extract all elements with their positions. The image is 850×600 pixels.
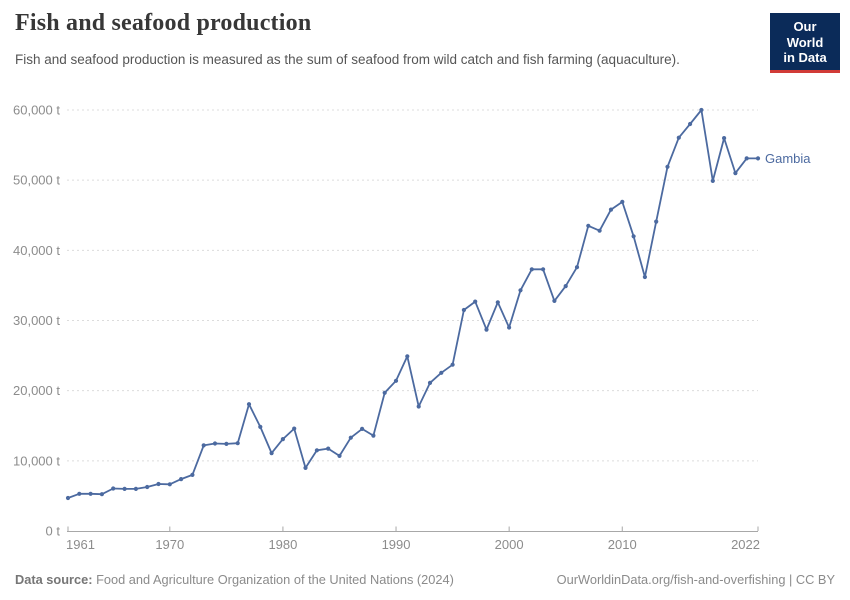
owid-logo: Our World in Data bbox=[770, 13, 840, 73]
data-point-marker[interactable] bbox=[597, 228, 602, 233]
data-point-marker[interactable] bbox=[473, 299, 478, 304]
data-point-marker[interactable] bbox=[518, 288, 523, 293]
data-point-marker[interactable] bbox=[586, 223, 591, 228]
data-point-marker[interactable] bbox=[371, 433, 376, 438]
data-point-marker[interactable] bbox=[631, 234, 636, 239]
data-point-marker[interactable] bbox=[620, 199, 625, 204]
x-tick-label: 1990 bbox=[382, 537, 411, 552]
data-point-marker[interactable] bbox=[722, 136, 727, 141]
y-tick-label: 30,000 t bbox=[13, 313, 60, 328]
data-point-marker[interactable] bbox=[755, 156, 761, 161]
x-tick-label: 2000 bbox=[495, 537, 524, 552]
data-point-marker[interactable] bbox=[733, 171, 738, 176]
y-tick-label: 40,000 t bbox=[13, 243, 60, 258]
x-axis-labels: 1961 1970 1980 1990 2000 2010 2022 bbox=[66, 537, 760, 552]
data-point-marker[interactable] bbox=[416, 404, 421, 409]
series-line[interactable] bbox=[67, 109, 759, 499]
data-point-marker[interactable] bbox=[450, 362, 455, 367]
y-axis-labels: 0 t 10,000 t 20,000 t 30,000 t 40,000 t 50,00… bbox=[13, 103, 60, 539]
x-tick-label: 1970 bbox=[155, 537, 184, 552]
data-point-marker[interactable] bbox=[156, 481, 161, 487]
x-tick-label: 2022 bbox=[731, 537, 760, 552]
data-point-marker[interactable] bbox=[348, 435, 353, 440]
data-point-marker[interactable] bbox=[224, 441, 229, 446]
data-point-marker[interactable] bbox=[405, 354, 410, 359]
data-point-marker[interactable] bbox=[77, 491, 82, 496]
data-point-marker[interactable] bbox=[382, 390, 387, 395]
data-point-marker[interactable] bbox=[563, 284, 568, 289]
y-tick-label: 0 t bbox=[46, 524, 61, 539]
data-point-marker[interactable] bbox=[303, 465, 308, 470]
series-gambia[interactable]: Gambia bbox=[65, 107, 811, 501]
data-point-marker[interactable] bbox=[212, 441, 218, 446]
data-point-marker[interactable] bbox=[99, 492, 104, 497]
data-point-marker[interactable] bbox=[484, 327, 489, 332]
data-point-marker[interactable] bbox=[292, 426, 297, 431]
data-point-marker[interactable] bbox=[167, 482, 172, 487]
data-point-marker[interactable] bbox=[461, 307, 466, 313]
data-point-marker[interactable] bbox=[246, 402, 252, 407]
entity-label[interactable]: Gambia bbox=[765, 151, 811, 166]
data-point-marker[interactable] bbox=[190, 472, 195, 477]
data-point-marker[interactable] bbox=[337, 453, 342, 458]
owid-logo-line2: in Data bbox=[783, 50, 827, 66]
data-point-marker[interactable] bbox=[710, 178, 715, 183]
data-point-marker[interactable] bbox=[393, 378, 399, 383]
data-point-marker[interactable] bbox=[495, 300, 500, 305]
data-point-marker[interactable] bbox=[676, 135, 681, 140]
data-source-label: Data source: bbox=[15, 572, 93, 587]
data-point-marker[interactable] bbox=[65, 495, 71, 501]
data-point-marker[interactable] bbox=[427, 380, 433, 385]
x-axis bbox=[67, 526, 759, 532]
data-point-marker[interactable] bbox=[269, 451, 274, 456]
x-tick-label: 2010 bbox=[608, 537, 637, 552]
data-point-marker[interactable] bbox=[280, 437, 285, 442]
owid-logo-line1: Our World bbox=[786, 19, 824, 50]
data-source-note: Data source: Food and Agriculture Organi… bbox=[15, 572, 454, 587]
data-point-marker[interactable] bbox=[654, 219, 659, 224]
data-point-marker[interactable] bbox=[608, 207, 614, 212]
data-point-marker[interactable] bbox=[235, 441, 240, 446]
data-point-marker[interactable] bbox=[122, 486, 127, 491]
data-point-marker[interactable] bbox=[699, 107, 704, 113]
data-point-marker[interactable] bbox=[326, 446, 331, 451]
data-point-marker[interactable] bbox=[258, 424, 263, 429]
data-point-marker[interactable] bbox=[541, 267, 546, 272]
chart-footer: Data source: Food and Agriculture Organi… bbox=[15, 572, 835, 587]
x-tick-label: 1980 bbox=[268, 537, 297, 552]
data-point-marker[interactable] bbox=[507, 325, 512, 330]
data-point-marker[interactable] bbox=[360, 426, 365, 431]
data-point-marker[interactable] bbox=[642, 274, 648, 280]
data-point-marker[interactable] bbox=[688, 121, 693, 127]
chart-subtitle: Fish and seafood production is measured … bbox=[15, 52, 680, 67]
data-point-marker[interactable] bbox=[133, 486, 138, 491]
y-gridlines bbox=[67, 109, 758, 462]
y-tick-label: 60,000 t bbox=[13, 103, 60, 118]
data-point-marker[interactable] bbox=[88, 491, 93, 496]
data-point-marker[interactable] bbox=[145, 484, 150, 490]
y-tick-label: 20,000 t bbox=[13, 383, 60, 398]
data-point-marker[interactable] bbox=[439, 370, 444, 375]
page-title: Fish and seafood production bbox=[15, 10, 312, 36]
x-tick-label: 1961 bbox=[66, 537, 95, 552]
data-point-marker[interactable] bbox=[744, 156, 749, 161]
data-point-marker[interactable] bbox=[111, 486, 116, 491]
data-point-marker[interactable] bbox=[552, 298, 557, 303]
data-point-marker[interactable] bbox=[529, 267, 534, 272]
data-point-marker[interactable] bbox=[201, 443, 206, 448]
data-point-marker[interactable] bbox=[314, 448, 319, 453]
data-point-marker[interactable] bbox=[665, 164, 670, 169]
data-source-text: Food and Agriculture Organization of the… bbox=[92, 572, 454, 587]
owid-citation-link[interactable]: OurWorldinData.org/fish-and-overfishing … bbox=[556, 572, 835, 587]
y-tick-label: 10,000 t bbox=[13, 453, 60, 468]
data-point-marker[interactable] bbox=[574, 265, 580, 270]
data-point-marker[interactable] bbox=[179, 477, 184, 482]
y-tick-label: 50,000 t bbox=[13, 173, 60, 188]
